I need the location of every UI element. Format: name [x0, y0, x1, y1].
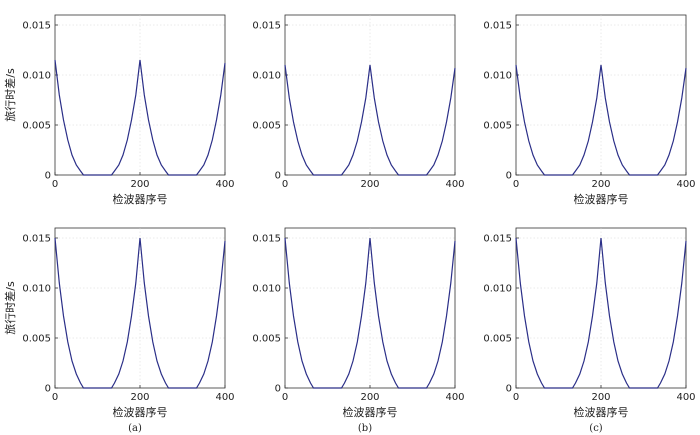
x-tick-label: 400 — [445, 392, 464, 403]
y-tick-label: 0.010 — [483, 284, 512, 295]
x-tick-label: 0 — [52, 179, 58, 190]
plot-frame — [284, 227, 456, 389]
y-axis-label: 旅行时差/s — [3, 281, 17, 335]
x-tick-label: 400 — [676, 179, 695, 190]
x-tick-label: 200 — [360, 179, 379, 190]
series-line — [515, 64, 687, 176]
x-axis-label: 检波器序号 — [113, 192, 168, 206]
plot-frame — [54, 14, 226, 176]
y-tick-label: 0.005 — [483, 334, 512, 345]
x-axis-label: 检波器序号 — [343, 405, 398, 419]
series-line — [284, 64, 456, 176]
series-line — [54, 237, 226, 389]
y-tick-label: 0.005 — [22, 334, 51, 345]
x-tick-label: 400 — [676, 392, 695, 403]
y-tick-label: 0 — [506, 384, 512, 395]
x-axis-label: 检波器序号 — [574, 405, 629, 419]
panel-label: (b) — [358, 423, 372, 434]
x-tick-label: 0 — [513, 179, 519, 190]
y-tick-label: 0.010 — [252, 284, 281, 295]
y-tick-label: 0.005 — [22, 121, 51, 132]
plot-frame — [54, 227, 226, 389]
x-tick-label: 400 — [445, 179, 464, 190]
y-tick-label: 0.015 — [22, 21, 51, 32]
y-tick-label: 0 — [506, 171, 512, 182]
y-tick-label: 0 — [275, 384, 281, 395]
series-line — [284, 237, 456, 389]
panel-label: (a) — [128, 423, 142, 434]
plot-frame — [515, 227, 687, 389]
x-tick-label: 200 — [591, 179, 610, 190]
series-line — [54, 59, 226, 176]
y-axis-label: 旅行时差/s — [3, 68, 17, 122]
y-tick-label: 0 — [45, 171, 51, 182]
series-line — [515, 237, 687, 389]
x-axis-label: 检波器序号 — [574, 192, 629, 206]
y-tick-label: 0.010 — [483, 71, 512, 82]
panel-label: (c) — [589, 423, 603, 434]
y-tick-label: 0.015 — [483, 21, 512, 32]
y-tick-label: 0 — [275, 171, 281, 182]
x-tick-label: 0 — [52, 392, 58, 403]
x-tick-label: 200 — [591, 392, 610, 403]
y-tick-label: 0.015 — [252, 234, 281, 245]
x-tick-label: 0 — [282, 179, 288, 190]
y-tick-label: 0.005 — [252, 121, 281, 132]
x-axis-label: 检波器序号 — [113, 405, 168, 419]
x-tick-label: 200 — [130, 392, 149, 403]
y-tick-label: 0.010 — [22, 71, 51, 82]
x-tick-label: 0 — [513, 392, 519, 403]
y-tick-label: 0.005 — [483, 121, 512, 132]
y-tick-label: 0.015 — [22, 234, 51, 245]
y-tick-label: 0 — [45, 384, 51, 395]
x-tick-label: 400 — [215, 179, 234, 190]
y-tick-label: 0.010 — [22, 284, 51, 295]
y-tick-label: 0.010 — [252, 71, 281, 82]
x-tick-label: 400 — [215, 392, 234, 403]
x-tick-label: 200 — [130, 179, 149, 190]
x-tick-label: 200 — [360, 392, 379, 403]
plot-frame — [284, 14, 456, 176]
y-tick-label: 0.015 — [252, 21, 281, 32]
y-tick-label: 0.015 — [483, 234, 512, 245]
x-tick-label: 0 — [282, 392, 288, 403]
plot-frame — [515, 14, 687, 176]
y-tick-label: 0.005 — [252, 334, 281, 345]
